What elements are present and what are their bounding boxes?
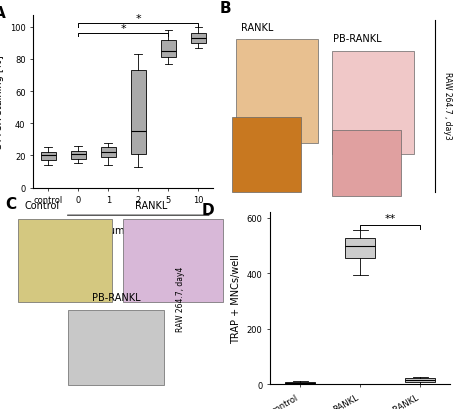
Text: Plumbagin [μM]: Plumbagin [μM]: [100, 226, 177, 236]
Y-axis label: SYTOX staining [%]: SYTOX staining [%]: [0, 56, 4, 149]
Text: **: **: [384, 214, 396, 224]
Bar: [18, 220, 112, 302]
Text: RANKL: RANKL: [241, 22, 273, 33]
Bar: [123, 220, 223, 302]
PathPatch shape: [41, 153, 56, 161]
PathPatch shape: [131, 71, 146, 155]
PathPatch shape: [405, 378, 435, 382]
PathPatch shape: [285, 382, 315, 384]
Bar: [68, 310, 164, 385]
Text: PB-RANKL: PB-RANKL: [333, 34, 382, 44]
Text: Control: Control: [25, 200, 60, 210]
Text: C: C: [5, 197, 16, 212]
Text: PB-RANKL: PB-RANKL: [92, 292, 141, 302]
Bar: [332, 130, 401, 196]
PathPatch shape: [191, 34, 206, 44]
Text: *: *: [120, 24, 126, 34]
PathPatch shape: [161, 40, 176, 58]
Text: *: *: [136, 14, 141, 24]
Bar: [332, 52, 414, 155]
Text: A: A: [0, 6, 5, 21]
Text: B: B: [220, 1, 231, 16]
Text: RANKL: RANKL: [135, 200, 167, 210]
Y-axis label: TRAP + MNCs/well: TRAP + MNCs/well: [231, 254, 241, 343]
PathPatch shape: [71, 151, 86, 159]
Bar: [232, 117, 301, 193]
Text: D: D: [202, 202, 214, 217]
Text: RAW 264.7 , day3: RAW 264.7 , day3: [443, 72, 452, 140]
Bar: [237, 40, 318, 144]
Text: RAW 264.7, day4: RAW 264.7, day4: [176, 266, 184, 331]
PathPatch shape: [345, 238, 375, 258]
PathPatch shape: [100, 148, 116, 157]
